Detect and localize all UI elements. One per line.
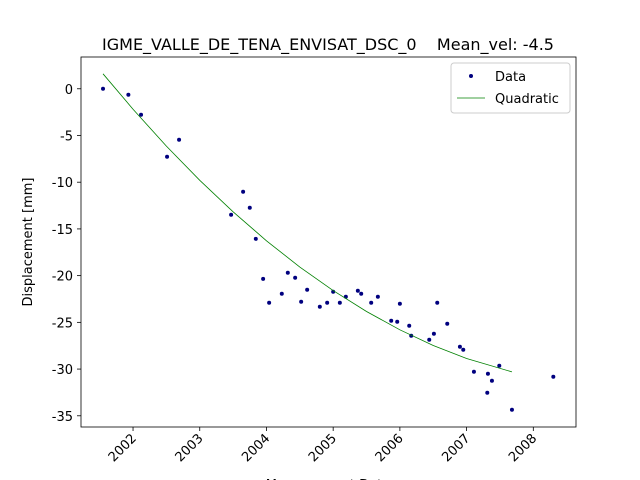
data-point — [389, 318, 394, 323]
data-point — [355, 288, 360, 293]
y-tick-label: -15 — [52, 223, 73, 238]
y-tick-label: -25 — [52, 316, 73, 331]
data-point — [337, 300, 342, 305]
x-axis-label: Measurement Date — [266, 478, 390, 480]
x-tick-label: 2008 — [506, 431, 540, 465]
data-point — [299, 299, 304, 304]
data-point — [427, 337, 432, 342]
data-point — [461, 347, 466, 352]
y-axis-label: Displacement [mm] — [21, 178, 36, 307]
y-tick-label: 0 — [65, 83, 73, 98]
data-point — [177, 137, 182, 142]
x-tick-label: 2002 — [106, 431, 140, 465]
data-point — [431, 331, 436, 336]
data-point — [485, 371, 490, 376]
data-point — [317, 304, 322, 309]
data-point — [279, 291, 284, 296]
data-point — [267, 300, 272, 305]
data-point — [497, 363, 502, 368]
data-point — [247, 205, 252, 210]
x-tick-label: 2007 — [439, 431, 473, 465]
x-tick-label: 2003 — [173, 431, 207, 465]
data-point — [126, 92, 131, 97]
data-point — [395, 319, 400, 324]
data-point — [359, 291, 364, 296]
data-point — [551, 374, 556, 379]
x-tick-label: 2004 — [239, 431, 273, 465]
data-point — [165, 154, 170, 159]
chart-title: IGME_VALLE_DE_TENA_ENVISAT_DSC_0 Mean_ve… — [102, 35, 554, 55]
data-point — [457, 344, 462, 349]
data-point — [471, 369, 476, 374]
data-point — [445, 321, 450, 326]
data-point — [325, 300, 330, 305]
data-point — [261, 276, 266, 281]
data-point — [485, 390, 490, 395]
data-point — [375, 294, 380, 299]
data-point — [369, 300, 374, 305]
data-point — [397, 301, 402, 306]
data-point — [229, 212, 234, 217]
data-point — [285, 270, 290, 275]
data-point — [241, 189, 246, 194]
legend-swatch — [469, 74, 473, 78]
data-point — [407, 323, 412, 328]
fit-line — [102, 73, 513, 373]
legend-label: Data — [495, 70, 526, 85]
y-tick-label: -5 — [60, 129, 73, 144]
data-point — [305, 287, 310, 292]
legend-label: Quadratic — [495, 92, 559, 107]
data-point — [489, 378, 494, 383]
data-point — [509, 407, 514, 412]
data-point — [139, 112, 144, 117]
y-tick-label: -35 — [52, 410, 73, 425]
plot-frame — [80, 56, 577, 428]
legend-box — [450, 62, 571, 114]
x-tick-label: 2005 — [306, 431, 340, 465]
y-tick-label: -20 — [52, 270, 73, 285]
data-point — [253, 236, 258, 241]
y-tick-label: -30 — [52, 363, 73, 378]
y-tick-label: -10 — [52, 176, 73, 191]
x-tick-label: 2006 — [373, 431, 407, 465]
data-point — [101, 86, 106, 91]
data-point — [435, 300, 440, 305]
data-point — [293, 275, 298, 280]
